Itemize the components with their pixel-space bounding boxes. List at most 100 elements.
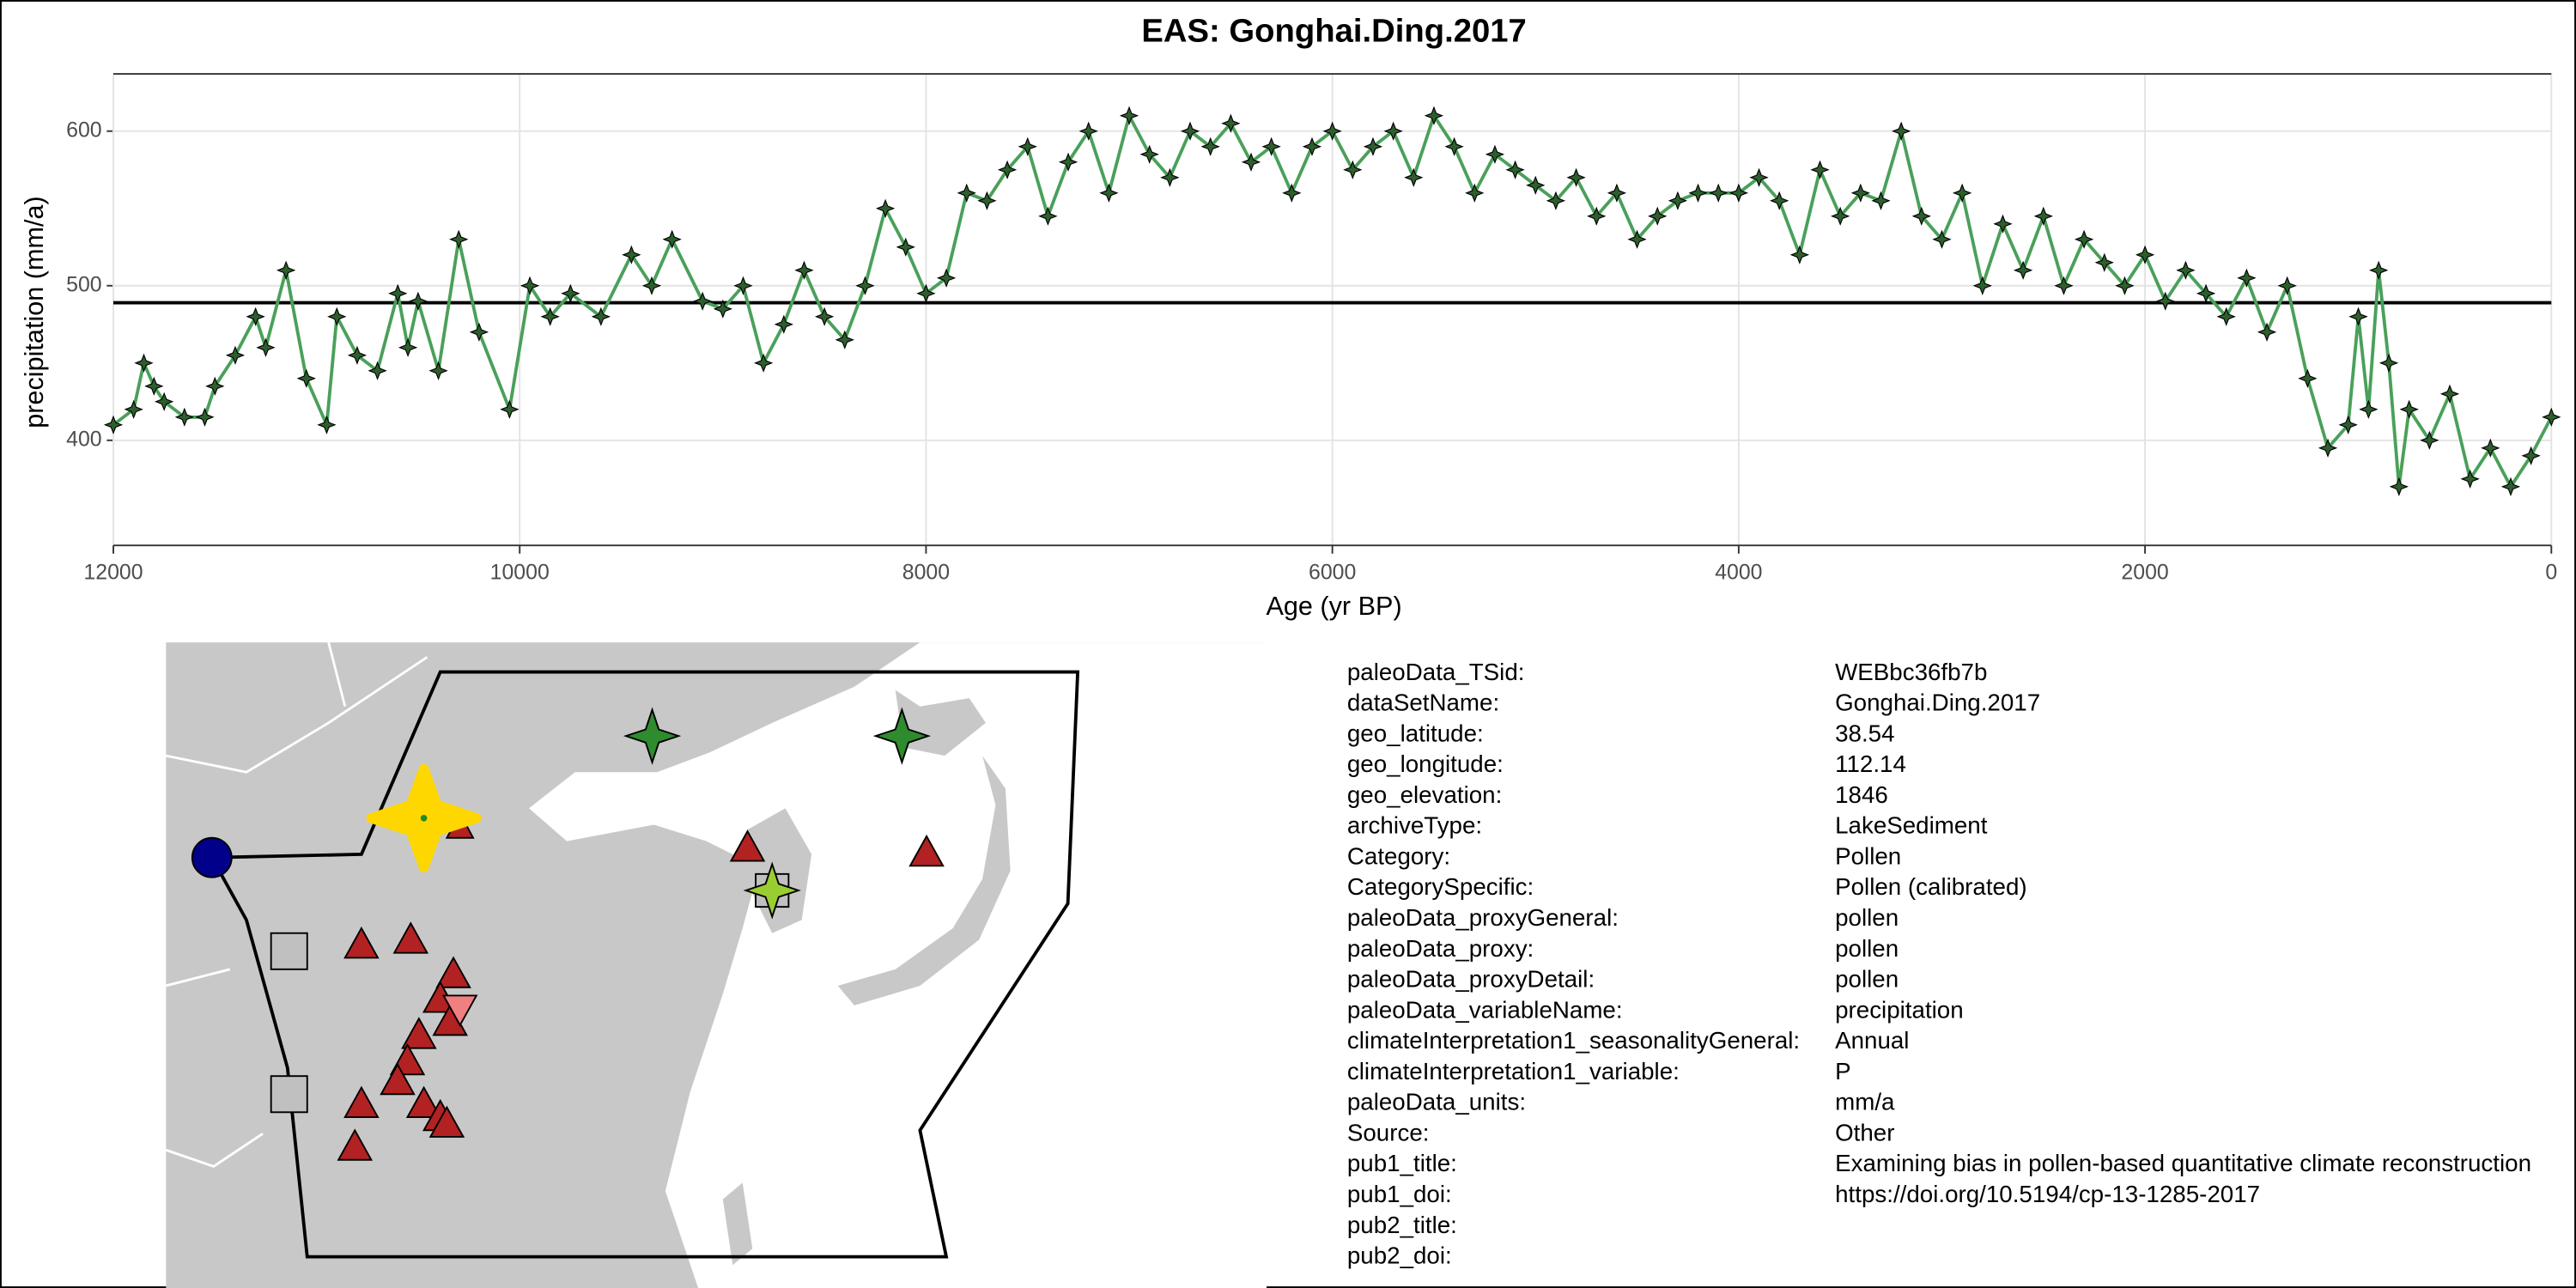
y-axis-label: precipitation (mm/a) <box>20 196 49 428</box>
data-point <box>561 283 580 303</box>
metadata-key: pub1_title: <box>1347 1150 1457 1176</box>
data-point <box>1038 206 1058 226</box>
data-point <box>2094 252 2114 272</box>
data-point <box>1972 276 1992 295</box>
metadata-value: Other <box>1835 1119 1894 1145</box>
borders <box>166 642 428 1169</box>
metadata-value: Examining bias in pollen-based quantitat… <box>1835 1150 2531 1176</box>
metadata-value: pollen <box>1835 935 1899 962</box>
data-point <box>2196 283 2216 303</box>
map <box>166 642 1267 1288</box>
data-point <box>1546 191 1566 210</box>
data-point <box>662 229 682 249</box>
data-point <box>2460 469 2480 489</box>
data-point <box>155 392 174 411</box>
data-point <box>519 276 540 295</box>
data-point <box>814 307 835 326</box>
data-point <box>733 276 753 295</box>
x-tick-label: 0 <box>2545 560 2557 584</box>
data-point <box>2481 438 2500 458</box>
metadata-value: precipitation <box>1835 996 1964 1023</box>
data-point <box>2369 260 2389 280</box>
data-point <box>2135 245 2155 264</box>
data-point <box>1200 137 1220 156</box>
metadata-value: P <box>1835 1058 1850 1084</box>
data-point <box>2013 260 2033 280</box>
data-point <box>469 322 489 342</box>
data-point <box>1180 121 1200 141</box>
data-point <box>1810 160 1830 179</box>
data-point <box>1383 121 1403 141</box>
data-point <box>1688 183 1708 203</box>
metadata-key: archiveType: <box>1347 812 1482 839</box>
x-tick-label: 4000 <box>1715 560 1762 584</box>
data-point <box>1282 183 1302 203</box>
data-point <box>2521 446 2541 465</box>
data-point <box>174 407 194 427</box>
data-point <box>2338 415 2358 434</box>
plot-area: 400 500 600 12000 10000 8000 6000 4000 2000 0 <box>66 73 2561 584</box>
metadata-value: Pollen (calibrated) <box>1835 873 2027 900</box>
data-point <box>2399 399 2419 419</box>
data-point <box>1322 121 1342 141</box>
metadata-key: Category: <box>1347 842 1450 869</box>
metadata-value: LakeSediment <box>1835 812 1988 839</box>
data-point <box>327 307 347 326</box>
metadata-key: dataSetName: <box>1347 690 1499 716</box>
data-point <box>1424 106 1444 125</box>
metadata-key: paleoData_proxy: <box>1347 935 1534 962</box>
metadata-key: paleoData_units: <box>1347 1089 1526 1115</box>
metadata-value: Pollen <box>1835 842 1901 869</box>
data-point <box>2115 276 2135 295</box>
data-point <box>1343 160 1363 179</box>
data-point <box>103 415 124 434</box>
data-point <box>2176 260 2196 280</box>
x-tick-label: 6000 <box>1309 560 1356 584</box>
data-point <box>1018 137 1037 156</box>
x-tick-label: 10000 <box>490 560 550 584</box>
data-point <box>1566 167 1586 187</box>
data-point <box>936 268 957 288</box>
data-point <box>449 229 469 249</box>
data-point <box>591 307 611 326</box>
data-point <box>2277 276 2297 295</box>
data-point <box>1668 191 1688 210</box>
y-tick-label: 500 <box>66 272 101 296</box>
data-point <box>754 353 774 373</box>
metadata-key: geo_longitude: <box>1347 750 1504 777</box>
down-triangle-marker <box>441 994 478 1027</box>
data-point <box>1850 183 1870 203</box>
metadata-key: paleoData_TSid: <box>1347 659 1525 685</box>
metadata-key: paleoData_proxyDetail: <box>1347 966 1595 993</box>
data-point <box>794 260 814 280</box>
data-point <box>1831 206 1850 226</box>
data-point <box>246 307 265 326</box>
data-point <box>2298 368 2318 388</box>
data-point <box>1648 206 1668 226</box>
square-marker <box>270 1075 308 1114</box>
data-point <box>2033 206 2053 226</box>
data-point <box>2348 307 2368 326</box>
x-tick-label: 8000 <box>902 560 950 584</box>
y-tick-label: 600 <box>66 118 101 142</box>
metadata-key: pub2_doi: <box>1347 1242 1452 1269</box>
sea <box>529 642 1267 1288</box>
star-marker <box>623 707 682 765</box>
metadata-value: pollen <box>1835 904 1899 931</box>
data-point <box>428 361 448 380</box>
x-axis-label: Age (yr BP) <box>1266 592 1401 621</box>
data-point <box>408 291 428 311</box>
y-tick-label: 400 <box>66 427 101 451</box>
square-marker <box>270 932 308 970</box>
metadata-value: mm/a <box>1835 1089 1895 1115</box>
data-point <box>296 368 316 388</box>
data-point <box>957 183 976 203</box>
metadata-value: 1846 <box>1835 781 1888 808</box>
x-tick-label: 2000 <box>2121 560 2168 584</box>
data-point <box>1241 152 1261 172</box>
metadata-key: pub2_title: <box>1347 1212 1457 1238</box>
data-point <box>1607 183 1627 203</box>
data-point <box>2237 268 2257 288</box>
metadata-value: Gonghai.Ding.2017 <box>1835 690 2040 716</box>
